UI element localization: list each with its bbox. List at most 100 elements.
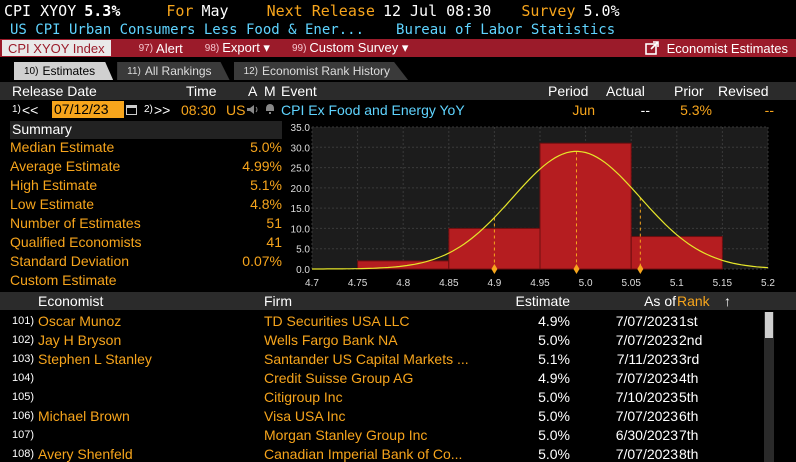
rank-value: 4th [679, 369, 699, 386]
export-label: Export ▾ [222, 40, 270, 55]
col-period: Period [548, 83, 589, 99]
y-tick-label: 10.0 [291, 224, 311, 235]
summary-row-custom[interactable]: Custom Estimate [10, 272, 282, 291]
col-time: Time [186, 83, 217, 99]
x-tick-label: 4.85 [439, 278, 459, 289]
col-actual: Actual [606, 83, 645, 99]
as-of-date: 7/10/2023 [615, 388, 678, 405]
summary-value: 5.1% [250, 177, 282, 193]
col-economist[interactable]: Economist [38, 293, 104, 309]
index-selector[interactable]: CPI XYOY Index [2, 40, 111, 56]
summary-row-qualified: Qualified Economists 41 [10, 234, 282, 253]
firm-name: Canadian Imperial Bank of Co... [264, 445, 463, 462]
bell-icon[interactable] [264, 103, 276, 115]
tab-num: 10) [24, 65, 39, 77]
col-rank[interactable]: Rank [677, 293, 710, 309]
col-revised: Revised [718, 83, 769, 99]
y-tick-label: 20.0 [291, 184, 311, 195]
as-of-date: 7/07/2023 [615, 331, 678, 348]
next-num: 2) [144, 104, 153, 115]
summary-row-median: Median Estimate 5.0% [10, 139, 282, 158]
rank-value: 5th [679, 388, 699, 405]
estimate-distribution-chart: 0.05.010.015.020.025.030.035.0 4.7 4.75 4.… [291, 123, 776, 289]
row-index: 108) [12, 447, 35, 460]
release-revised: -- [764, 101, 774, 118]
estimate-value: 5.0% [538, 426, 570, 443]
table-row[interactable]: 101) Oscar Munoz TD Securities USA LLC 4.9%… [0, 311, 796, 330]
sort-arrow-icon[interactable]: ↑ [724, 293, 731, 309]
firm-name: Credit Suisse Group AG [264, 369, 414, 386]
estimates-table-header: Economist Firm Estimate As of Rank ↑ [0, 292, 796, 310]
firm-name: Wells Fargo Bank NA [264, 331, 398, 348]
y-tick-label: 30.0 [291, 143, 311, 154]
col-m: M [264, 83, 276, 99]
table-row[interactable]: 106) Michael Brown Visa USA Inc 5.0% 7/07/20… [0, 406, 796, 425]
as-of-date: 7/07/2023 [615, 369, 678, 386]
calendar-icon[interactable] [126, 104, 137, 115]
custom-survey-button[interactable]: 99) Custom Survey ▾ [286, 39, 414, 57]
economist-name: Oscar Munoz [38, 312, 122, 329]
x-tick-label: 5.15 [713, 278, 733, 289]
release-date-input[interactable]: 07/12/23 [52, 101, 124, 118]
table-row[interactable]: 103) Stephen L Stanley Santander US Capita… [0, 349, 796, 368]
summary-panel: Summary Median Estimate 5.0% Average Esti… [10, 121, 282, 291]
x-tick-label: 5.1 [670, 278, 684, 289]
export-button[interactable]: 98) Export ▾ [199, 39, 276, 57]
col-as-of[interactable]: As of [644, 293, 676, 309]
table-row[interactable]: 104) Credit Suisse Group AG 4.9% 7/07/2023 4… [0, 368, 796, 387]
prev-num: 1) [12, 104, 21, 115]
y-tick-labels: 0.0 5.0 10.0 15.0 20.0 25.0 30.0 35.0 [291, 123, 311, 276]
table-scrollbar[interactable] [764, 312, 774, 462]
release-event[interactable]: CPI Ex Food and Energy YoY [281, 101, 465, 118]
scrollbar-thumb[interactable] [765, 312, 773, 338]
y-tick-label: 5.0 [296, 245, 310, 256]
economist-estimates-button[interactable]: Economist Estimates [644, 41, 796, 56]
col-firm[interactable]: Firm [264, 293, 292, 309]
rank-value: 6th [679, 407, 699, 424]
estimate-value: 4.9% [538, 369, 570, 386]
tab-all-rankings[interactable]: 11) All Rankings [117, 62, 230, 80]
estimate-marker [637, 264, 644, 274]
summary-value: 51 [266, 215, 282, 231]
alert-num: 97) [138, 42, 154, 54]
alert-button[interactable]: 97) Alert [133, 39, 189, 57]
table-row[interactable]: 105) Citigroup Inc 5.0% 7/10/2023 5th [0, 387, 796, 406]
source-name: Bureau of Labor Statistics [396, 22, 616, 38]
x-tick-label: 4.95 [530, 278, 550, 289]
x-tick-label: 5.05 [621, 278, 641, 289]
next-button[interactable]: >> [154, 101, 171, 118]
y-tick-label: 15.0 [291, 204, 311, 215]
external-link-icon [644, 41, 659, 55]
survey-label: Survey [521, 1, 576, 20]
tab-label: Economist Rank History [262, 64, 391, 78]
table-row[interactable]: 107) Morgan Stanley Group Inc 5.0% 6/30/202… [0, 425, 796, 444]
release-period: Jun [572, 101, 595, 118]
histogram-bar [630, 236, 723, 270]
ticker: CPI XYOY [4, 1, 77, 20]
summary-label: Low Estimate [10, 196, 95, 212]
chart-markers [491, 151, 644, 274]
as-of-date: 7/11/2023 [616, 350, 678, 367]
summary-row-average: Average Estimate 4.99% [10, 158, 282, 177]
tab-estimates[interactable]: 10) Estimates [14, 62, 114, 80]
x-tick-label: 4.8 [396, 278, 410, 289]
speaker-icon[interactable] [246, 104, 260, 115]
table-row[interactable]: 102) Jay H Bryson Wells Fargo Bank NA 5.0% 7… [0, 330, 796, 349]
summary-label: Qualified Economists [10, 234, 142, 250]
tab-economist-rank-history[interactable]: 12) Economist Rank History [233, 62, 409, 80]
next-release-value: 12 Jul 08:30 [382, 1, 492, 20]
for-label: For [166, 1, 194, 20]
survey-value: 5.0% [583, 1, 620, 20]
estimate-marker [491, 264, 498, 274]
summary-label: Median Estimate [10, 139, 115, 155]
table-row[interactable]: 108) Avery Shenfeld Canadian Imperial Bank… [0, 444, 796, 462]
row-index: 105) [12, 390, 35, 403]
economist-name: Stephen L Stanley [38, 350, 152, 367]
firm-name: Santander US Capital Markets ... [264, 350, 469, 367]
prev-button[interactable]: << [22, 101, 39, 118]
summary-value: 41 [266, 234, 282, 250]
summary-label: Number of Estimates [10, 215, 141, 231]
col-estimate[interactable]: Estimate [515, 293, 570, 309]
as-of-date: 7/07/2023 [615, 407, 678, 424]
tab-label: All Rankings [144, 64, 212, 78]
